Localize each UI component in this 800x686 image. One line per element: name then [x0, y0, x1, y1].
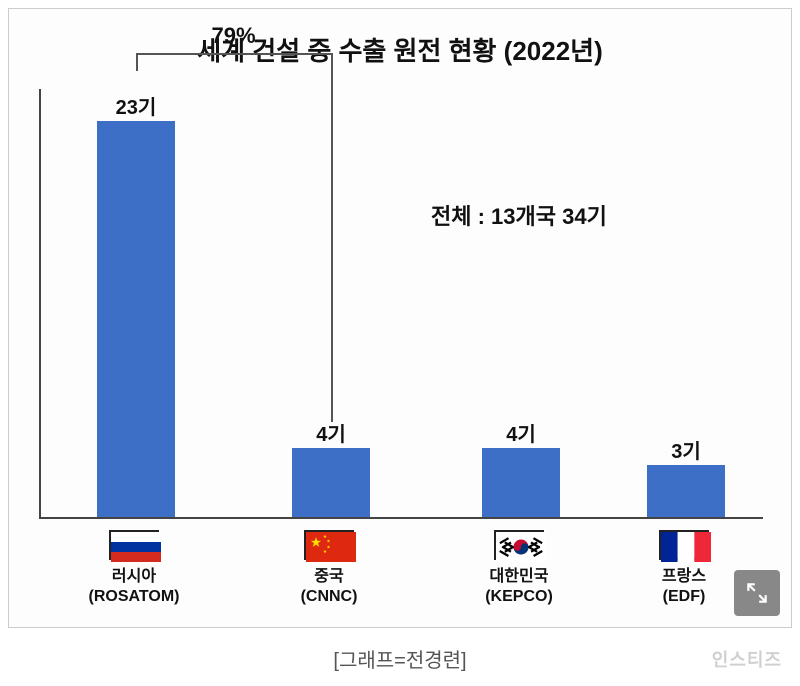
x-category: 러시아(ROSATOM)	[74, 530, 194, 607]
expand-icon	[744, 580, 770, 606]
bar-value-label: 23기	[97, 91, 175, 120]
country-label: 러시아	[74, 567, 194, 587]
bar: 23기	[97, 121, 175, 517]
chart-title: 세계 건설 중 수출 원전 현황 (2022년)	[9, 9, 791, 68]
country-label: 프랑스	[624, 567, 744, 587]
country-label: 중국	[269, 567, 389, 587]
bracket-leg-right	[331, 53, 333, 422]
bracket-line	[136, 53, 331, 55]
chart-summary: 전체 : 13개국 34기	[431, 199, 607, 231]
flag-icon	[109, 530, 159, 560]
watermark: 인스티즈	[712, 646, 782, 672]
bar: 4기	[482, 448, 560, 517]
x-category: 중국(CNNC)	[269, 530, 389, 607]
x-axis: 러시아(ROSATOM) 중국(CNNC) 대한민국(KEPCO) 프랑스(EDF)	[39, 524, 763, 614]
bracket-leg-left	[136, 53, 138, 71]
bracket-label: 79%	[204, 23, 264, 49]
x-category: 대한민국(KEPCO)	[459, 530, 579, 607]
bar: 3기	[647, 465, 725, 517]
flag-icon	[494, 530, 544, 560]
company-label: (EDF)	[624, 587, 744, 607]
chart-frame: 세계 건설 중 수출 원전 현황 (2022년) 79% 전체 : 13개국 3…	[8, 8, 792, 628]
company-label: (CNNC)	[269, 587, 389, 607]
company-label: (KEPCO)	[459, 587, 579, 607]
bar: 4기	[292, 448, 370, 517]
country-label: 대한민국	[459, 567, 579, 587]
chart-plot-area: 79% 전체 : 13개국 34기 23기4기4기3기	[39, 89, 763, 519]
expand-button[interactable]	[734, 570, 780, 616]
flag-icon	[659, 530, 709, 560]
company-label: (ROSATOM)	[74, 587, 194, 607]
bar-value-label: 4기	[482, 418, 560, 447]
flag-icon	[304, 530, 354, 560]
x-category: 프랑스(EDF)	[624, 530, 744, 607]
bar-value-label: 3기	[647, 435, 725, 464]
chart-caption: [그래프=전경련]	[0, 644, 800, 673]
bar-value-label: 4기	[292, 418, 370, 447]
